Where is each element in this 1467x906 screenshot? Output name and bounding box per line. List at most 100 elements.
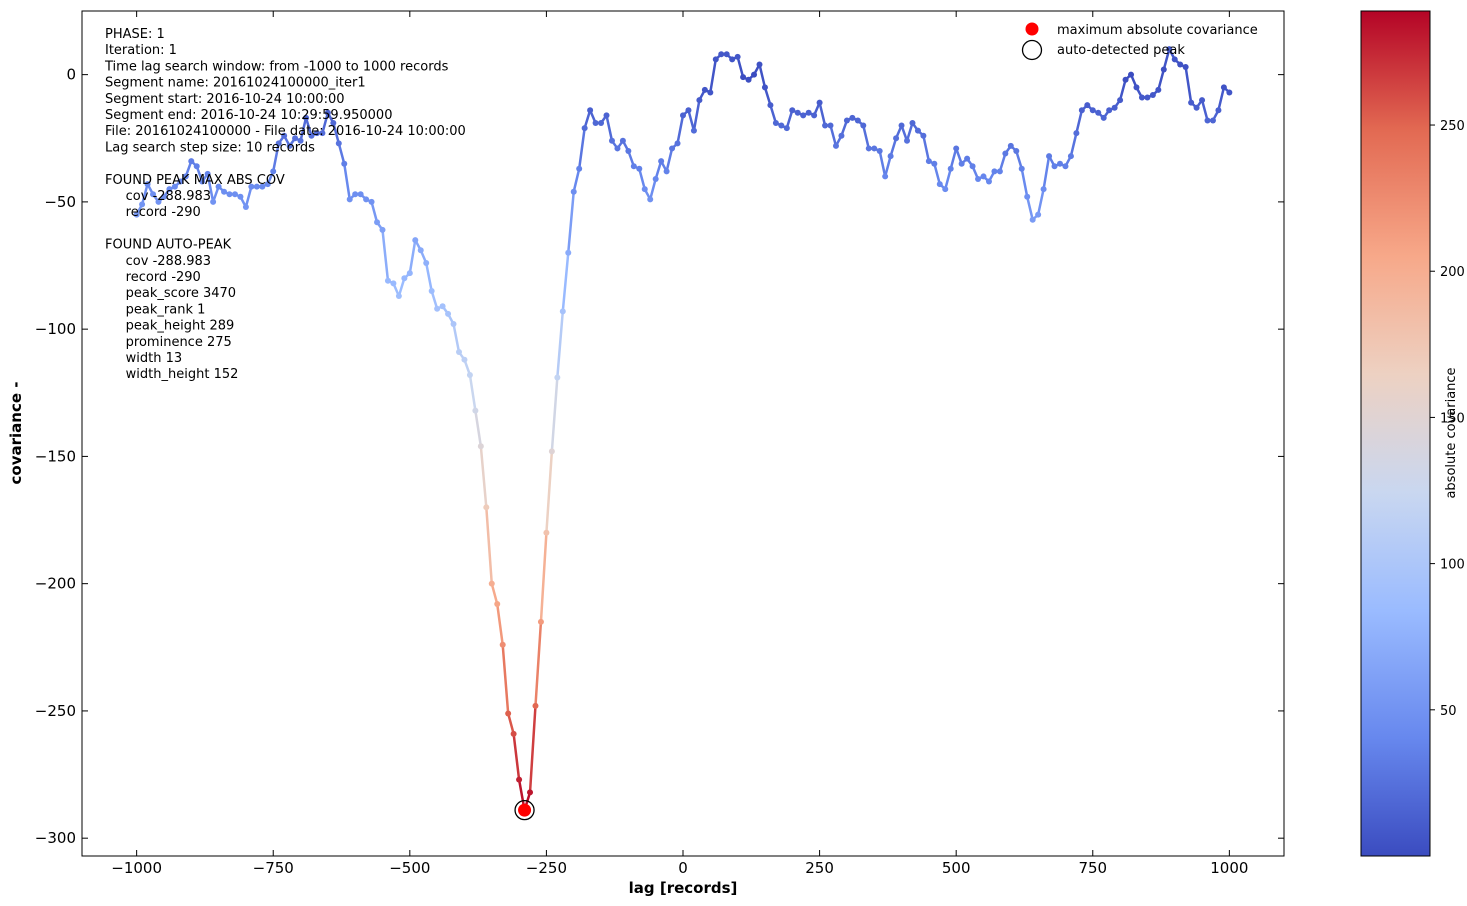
data-point — [527, 789, 534, 796]
data-point — [297, 137, 304, 144]
data-point — [849, 114, 856, 121]
data-point — [286, 142, 293, 149]
data-point — [231, 191, 238, 198]
data-point — [188, 158, 195, 165]
series-segment — [769, 103, 778, 125]
data-point — [1051, 163, 1058, 170]
series-segment — [736, 55, 745, 79]
data-point — [1220, 84, 1227, 91]
data-point — [980, 173, 987, 180]
series-segment — [829, 124, 838, 148]
data-point — [335, 140, 342, 147]
series-segment — [763, 86, 772, 107]
data-point — [1204, 117, 1211, 124]
data-point — [942, 186, 949, 193]
info-line: cov -288.983 — [105, 189, 211, 204]
data-point — [357, 191, 364, 198]
series-segment — [452, 322, 461, 354]
series-segment — [485, 506, 494, 585]
data-point — [898, 122, 905, 129]
data-point — [1062, 163, 1069, 170]
data-point — [975, 175, 982, 182]
data-point — [674, 140, 681, 147]
x-tick-label: −750 — [253, 859, 294, 877]
data-point — [625, 147, 632, 154]
y-tick-label: −150 — [35, 447, 76, 465]
data-point — [565, 249, 572, 256]
series-segment — [244, 185, 253, 209]
data-point — [816, 99, 823, 106]
data-point — [390, 280, 397, 287]
series-segment — [556, 310, 565, 379]
data-point — [1177, 61, 1184, 68]
data-point — [805, 109, 812, 116]
data-point — [215, 183, 222, 190]
data-point — [1199, 97, 1206, 104]
data-point — [1067, 153, 1074, 160]
series-segment — [922, 134, 931, 163]
data-point — [707, 89, 714, 96]
info-line: Segment end: 2016-10-24 10:29:59.950000 — [105, 108, 392, 123]
series-segment — [567, 190, 575, 255]
data-point — [931, 160, 938, 167]
data-point — [690, 127, 697, 134]
data-point — [696, 97, 703, 104]
data-point — [505, 710, 512, 717]
covariance-series — [133, 46, 1233, 814]
data-point — [253, 183, 260, 190]
data-point — [477, 443, 484, 450]
data-point — [292, 135, 299, 142]
series-segment — [1118, 78, 1127, 102]
data-point — [1073, 130, 1080, 137]
data-point — [701, 86, 708, 93]
data-point — [488, 580, 495, 587]
x-tick-label: −1000 — [111, 859, 162, 877]
data-point — [270, 168, 277, 175]
series-segment — [1184, 65, 1193, 104]
data-point — [210, 198, 217, 205]
data-point — [647, 196, 654, 203]
data-point — [1024, 193, 1031, 200]
data-point — [1166, 46, 1173, 53]
data-point — [1133, 84, 1140, 91]
data-point — [904, 137, 911, 144]
data-point — [363, 196, 370, 203]
series-segment — [1157, 68, 1166, 92]
data-point — [303, 114, 310, 121]
data-point — [854, 117, 861, 124]
info-line: PHASE: 1 — [105, 27, 165, 42]
data-point — [969, 163, 976, 170]
data-point — [412, 237, 419, 244]
info-text-block: PHASE: 1 Iteration: 1 Time lag search wind… — [104, 27, 466, 382]
series-segment — [638, 167, 647, 191]
data-point — [319, 130, 326, 137]
series-segment — [430, 289, 439, 311]
series-segment — [304, 116, 313, 137]
data-point — [1122, 76, 1129, 83]
series-segment — [501, 643, 510, 715]
data-point — [838, 132, 845, 139]
data-point — [204, 170, 211, 177]
series-segment — [321, 111, 330, 135]
data-point — [1209, 117, 1216, 124]
data-point — [1160, 66, 1167, 73]
data-point — [144, 181, 151, 188]
series-segment — [785, 109, 794, 130]
legend-label-max-abs-cov: maximum absolute covariance — [1057, 23, 1258, 38]
data-point — [996, 168, 1003, 175]
data-point — [865, 145, 872, 152]
series-segment — [299, 116, 308, 143]
data-point — [401, 275, 408, 282]
peak-markers — [514, 799, 535, 821]
data-point — [887, 153, 894, 160]
series-segment — [1162, 47, 1171, 71]
series-segment — [944, 167, 952, 191]
colorbar-tick-label: 200 — [1440, 265, 1465, 280]
data-point — [630, 163, 637, 170]
data-point — [587, 107, 594, 114]
data-point — [1078, 107, 1085, 114]
data-point — [281, 132, 288, 139]
data-point — [237, 193, 244, 200]
data-point — [1007, 142, 1014, 149]
info-line: record -290 — [105, 205, 201, 220]
